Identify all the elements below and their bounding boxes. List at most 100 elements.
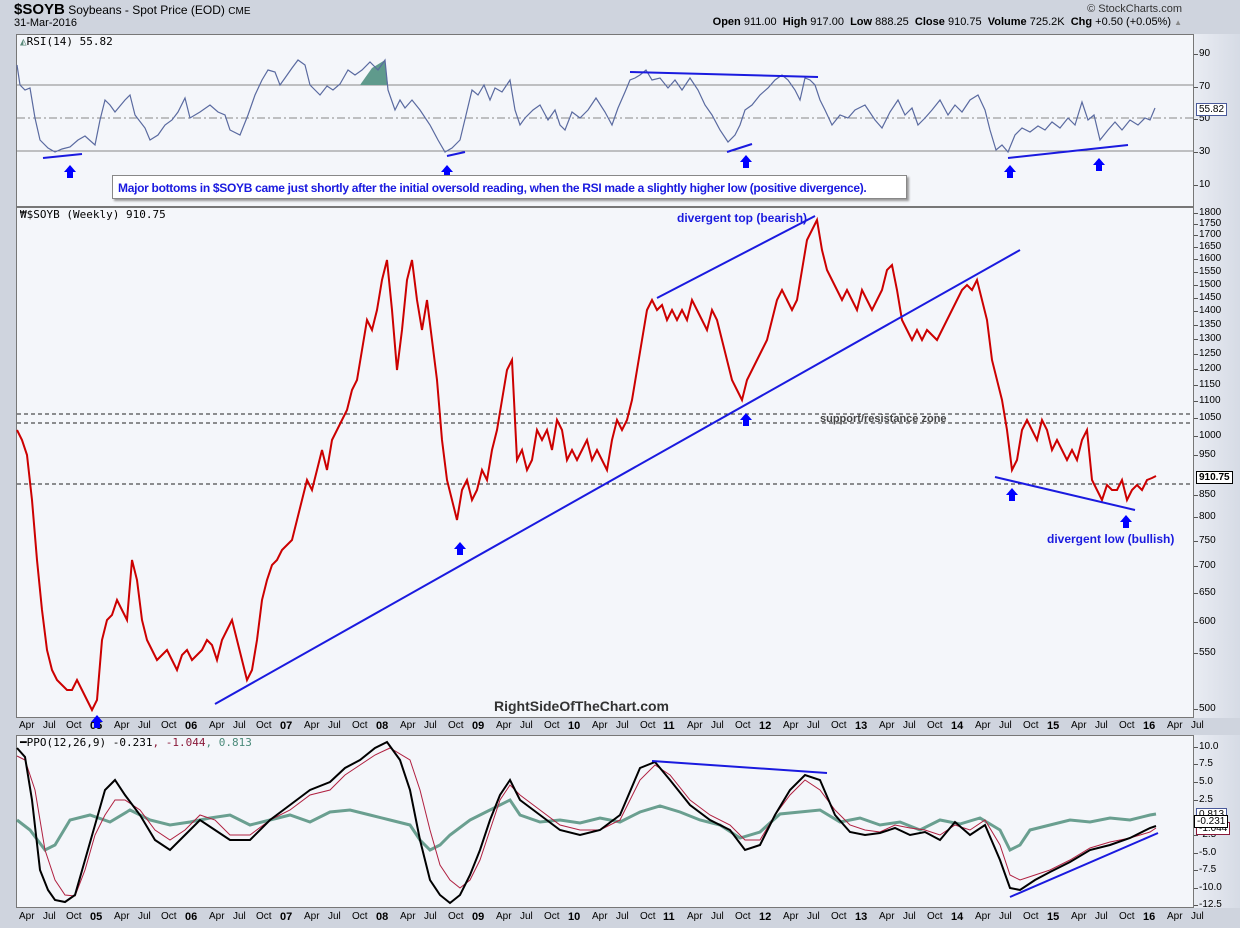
date-tick: Apr — [1167, 720, 1183, 731]
date-tick: 06 — [185, 720, 198, 732]
date-tick: Oct — [1119, 720, 1135, 731]
date-tick: Oct — [544, 911, 560, 922]
price-label: ₩$SOYB (Weekly) 910.75 — [20, 208, 166, 221]
date-tick: Jul — [711, 720, 724, 731]
description: Soybeans - Spot Price (EOD) — [68, 3, 225, 17]
date-tick: Jul — [999, 720, 1012, 731]
date-tick: Oct — [448, 720, 464, 731]
date-tick: Jul — [43, 720, 56, 731]
date-tick: Jul — [43, 911, 56, 922]
date-tick: Oct — [1023, 720, 1039, 731]
date-tick: Apr — [1167, 911, 1183, 922]
date-tick: Apr — [783, 720, 799, 731]
date-tick: Apr — [400, 911, 416, 922]
chart-date: 31-Mar-2016 — [14, 17, 77, 29]
divergent-low-label: divergent low (bullish) — [1047, 532, 1175, 546]
date-tick: Oct — [831, 911, 847, 922]
date-tick: 13 — [855, 720, 868, 732]
date-tick: Apr — [19, 720, 35, 731]
ppo-panel — [16, 735, 1194, 908]
price-panel — [16, 207, 1194, 718]
price-value-tag: 910.75 — [1196, 471, 1233, 484]
date-tick: Jul — [616, 911, 629, 922]
chart-title: $SOYB Soybeans - Spot Price (EOD) CME — [14, 1, 251, 18]
date-tick: Oct — [640, 911, 656, 922]
date-tick: Apr — [975, 911, 991, 922]
date-tick: Oct — [927, 911, 943, 922]
date-tick: 05 — [90, 911, 103, 923]
date-tick: Jul — [138, 720, 151, 731]
date-tick: Oct — [66, 720, 82, 731]
date-tick: Jul — [138, 911, 151, 922]
date-tick: Apr — [209, 720, 225, 731]
date-tick: 14 — [951, 720, 964, 732]
date-tick: Apr — [1071, 911, 1087, 922]
date-tick: Jul — [999, 911, 1012, 922]
date-tick: Oct — [448, 911, 464, 922]
date-tick: Apr — [304, 911, 320, 922]
date-tick: Jul — [711, 911, 724, 922]
date-tick: 12 — [759, 720, 772, 732]
date-tick: Apr — [400, 720, 416, 731]
date-tick: 10 — [568, 911, 581, 923]
support-resistance-label: support/resistance zone — [820, 413, 947, 425]
date-tick: 14 — [951, 911, 964, 923]
date-tick: Apr — [592, 720, 608, 731]
date-axis-bottom: Apr Jul Oct 05 Apr Jul Oct 06 Apr Jul Oct 07 Apr Jul O… — [16, 910, 1204, 926]
date-tick: 07 — [280, 911, 293, 923]
date-tick: 16 — [1143, 720, 1156, 732]
date-tick: Jul — [424, 720, 437, 731]
date-tick: Oct — [161, 911, 177, 922]
date-tick: Jul — [903, 911, 916, 922]
date-tick: 07 — [280, 720, 293, 732]
date-tick: Oct — [735, 720, 751, 731]
date-tick: Apr — [19, 911, 35, 922]
rsi-axis: 90 70 50 30 10 — [1193, 34, 1240, 207]
date-tick: Apr — [209, 911, 225, 922]
date-tick: Oct — [161, 720, 177, 731]
date-tick: Jul — [328, 720, 341, 731]
date-tick: Oct — [640, 720, 656, 731]
price-axis: 1800 1750 1700 1650 1600 1550 1500 1450 … — [1193, 207, 1240, 718]
date-tick: Jul — [424, 911, 437, 922]
rsi-label: ◭RSI(14) 55.82 — [20, 35, 113, 48]
date-tick: Apr — [879, 720, 895, 731]
copyright: © StockCharts.com — [1087, 3, 1182, 15]
divergent-top-label: divergent top (bearish) — [677, 211, 808, 225]
date-tick: Oct — [831, 720, 847, 731]
date-tick: Apr — [496, 911, 512, 922]
exchange: CME — [228, 6, 251, 17]
date-tick: Oct — [1023, 911, 1039, 922]
up-arrow-icon: ▲ — [1174, 18, 1182, 27]
date-tick: Jul — [233, 720, 246, 731]
date-tick: Oct — [256, 911, 272, 922]
date-tick: Apr — [687, 720, 703, 731]
date-tick: 09 — [472, 720, 485, 732]
date-tick: Apr — [304, 720, 320, 731]
symbol: $SOYB — [14, 1, 65, 18]
date-tick: Jul — [1191, 720, 1204, 731]
date-tick: 08 — [376, 720, 389, 732]
date-tick: Jul — [1191, 911, 1204, 922]
date-tick: Oct — [66, 911, 82, 922]
date-tick: Jul — [807, 720, 820, 731]
rsi-icon: ◭ — [20, 35, 27, 48]
date-tick: 08 — [376, 911, 389, 923]
date-tick: Jul — [328, 911, 341, 922]
date-tick: Apr — [592, 911, 608, 922]
date-tick: 15 — [1047, 911, 1060, 923]
date-tick: Apr — [783, 911, 799, 922]
rsi-annotation-note: Major bottoms in $SOYB came just shortly… — [112, 175, 907, 199]
date-tick: Apr — [114, 720, 130, 731]
ppo-line-tag: -0.231 — [1194, 815, 1229, 828]
date-tick: Jul — [520, 720, 533, 731]
date-tick: Jul — [1095, 720, 1108, 731]
date-tick: Oct — [1119, 911, 1135, 922]
rsi-value-tag: 55.82 — [1196, 103, 1228, 116]
date-tick: 12 — [759, 911, 772, 923]
date-tick: Oct — [544, 720, 560, 731]
ohlc-summary: Open 911.00 High 917.00 Low 888.25 Close… — [712, 16, 1182, 28]
date-tick: Jul — [1095, 911, 1108, 922]
ohlc-bars-icon: ₩ — [20, 208, 27, 221]
